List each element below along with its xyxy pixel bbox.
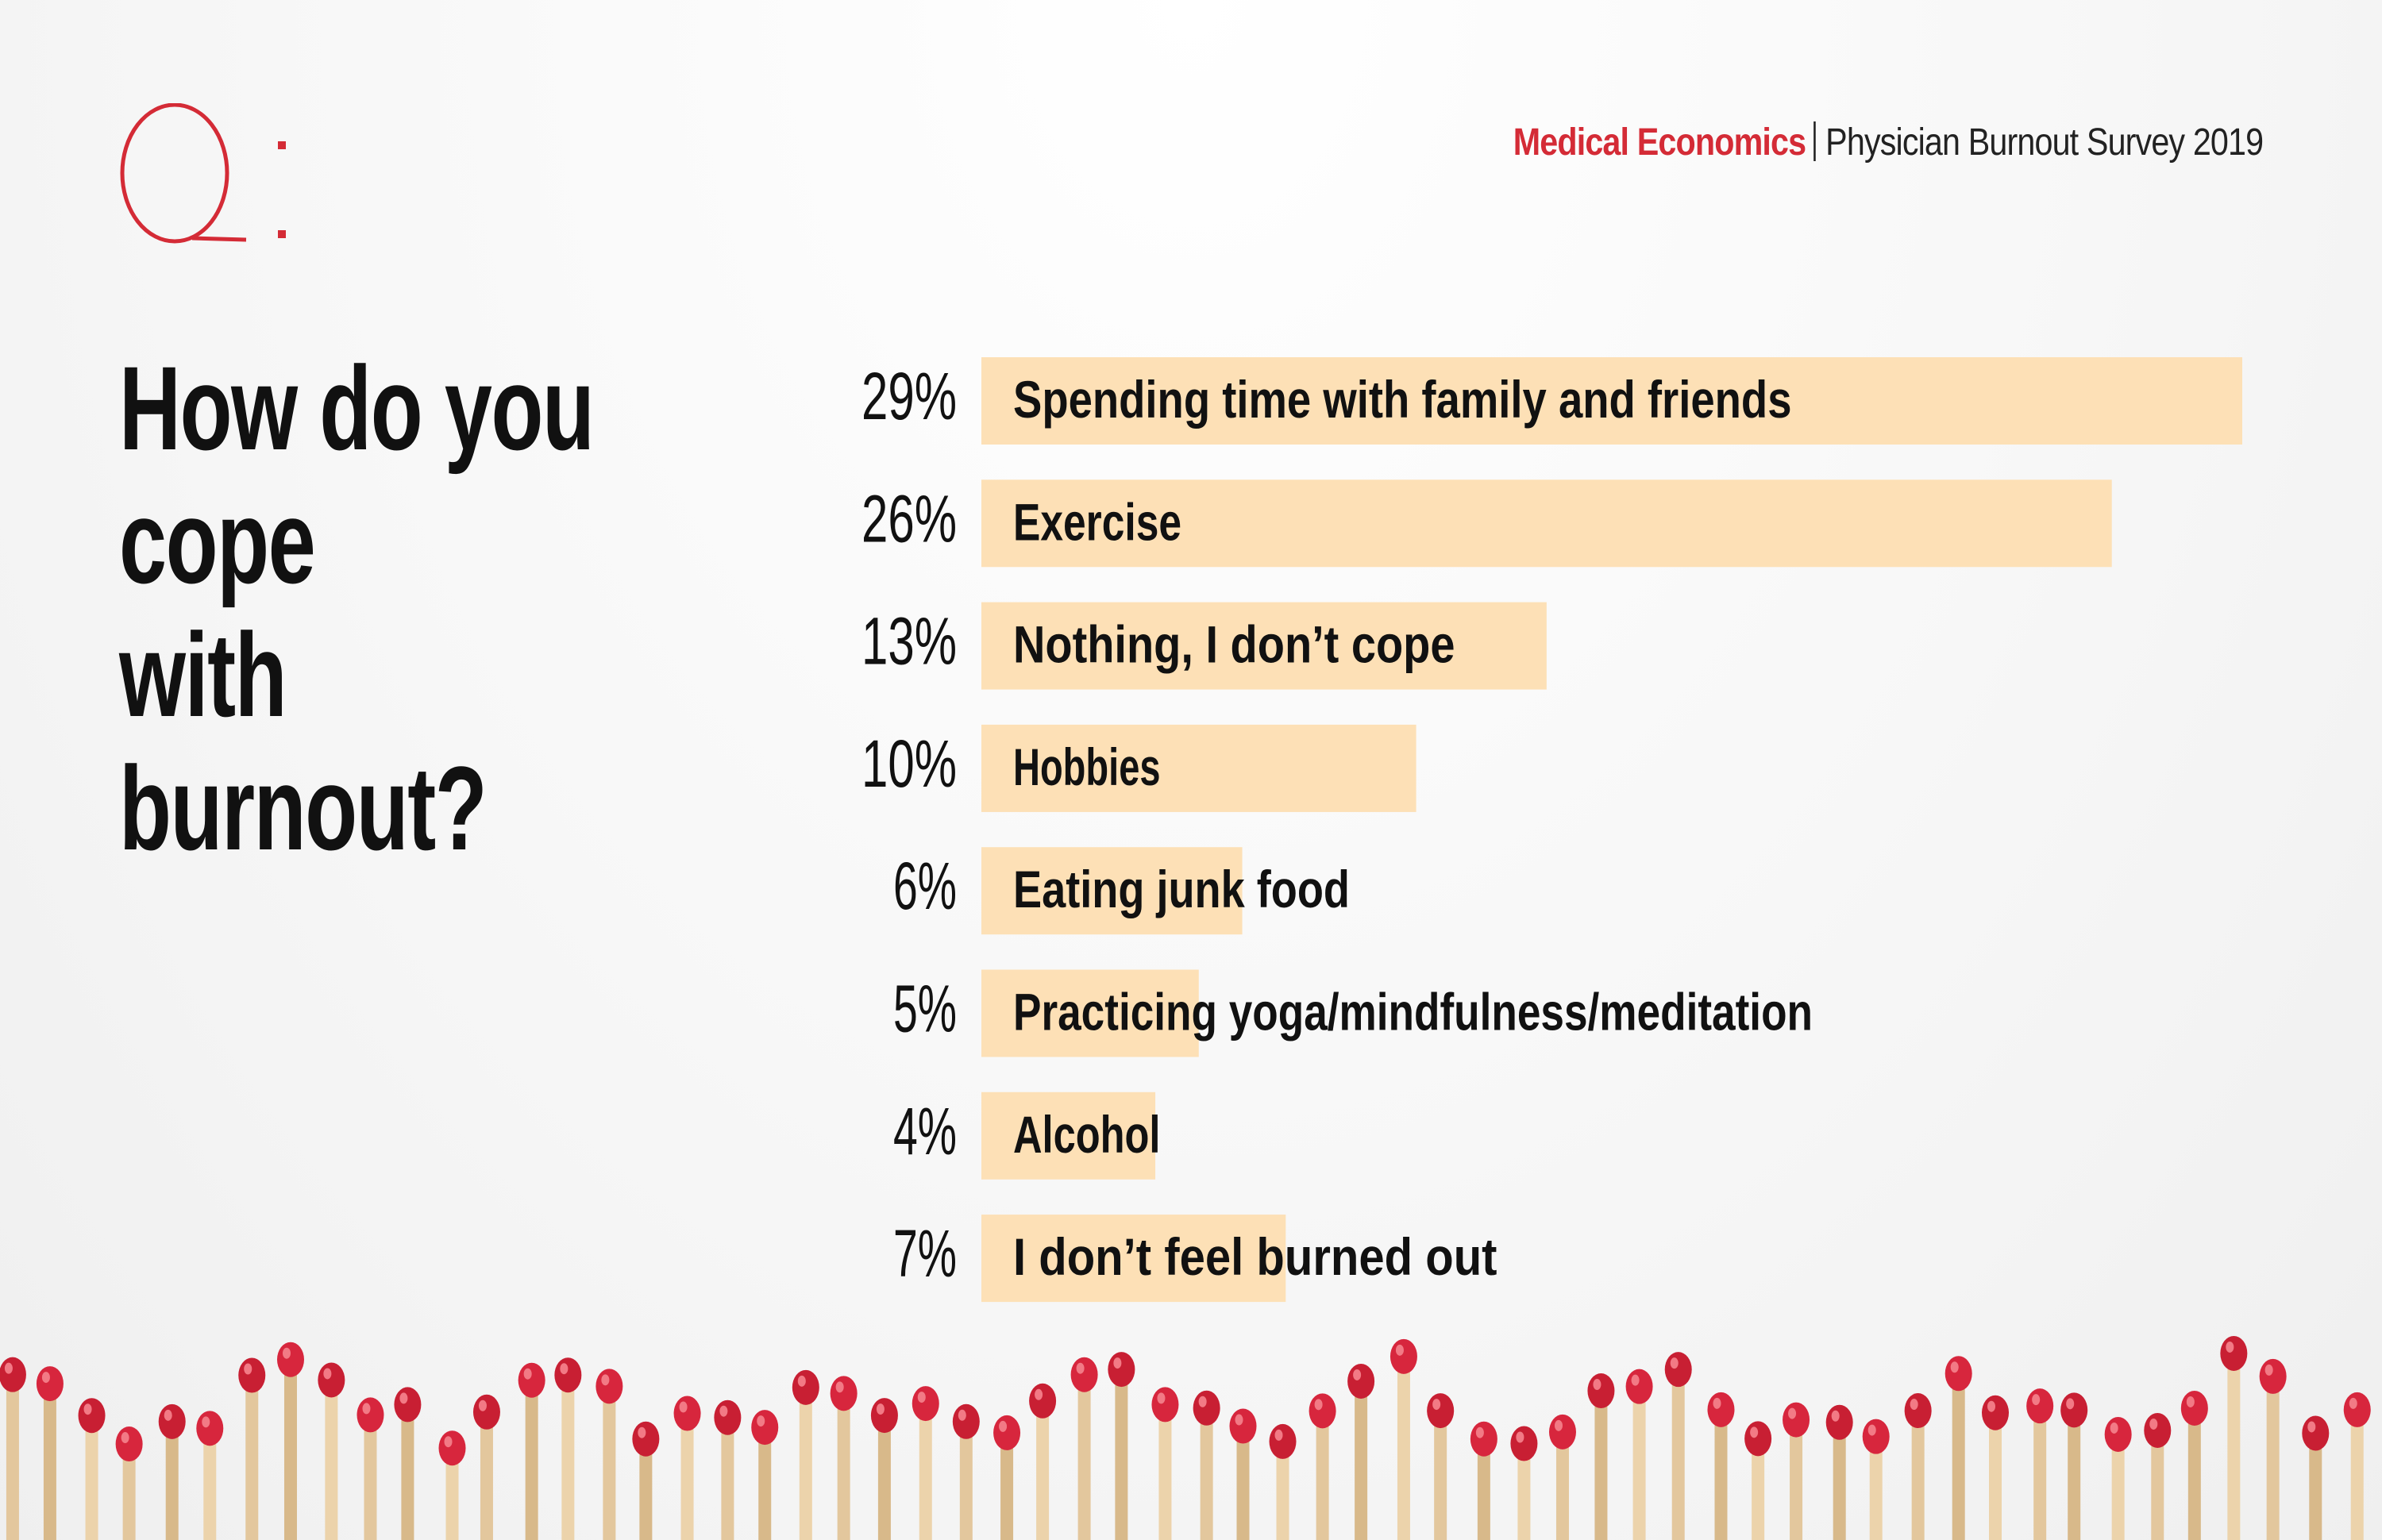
matchstick-icon — [1347, 1363, 1375, 1540]
matchstick-icon — [1825, 1404, 1853, 1540]
matchstick-icon — [870, 1398, 898, 1540]
matchstick-icon — [1982, 1395, 2010, 1540]
survey-header: Medical Economics Physician Burnout Surve… — [1513, 121, 2264, 164]
matchstick-icon — [1707, 1392, 1735, 1540]
matchstick-icon — [1548, 1414, 1576, 1540]
matchstick-icon — [1029, 1383, 1057, 1540]
category-label-5: Practicing yoga/mindfulness/meditation — [1013, 983, 1813, 1041]
matchstick-icon — [2180, 1390, 2208, 1540]
matchstick-icon — [751, 1410, 779, 1540]
category-label-3: Hobbies — [1013, 737, 1161, 796]
matchstick-icon — [1108, 1352, 1135, 1540]
category-label-6: Alcohol — [1013, 1105, 1161, 1164]
matchstick-icon — [472, 1394, 500, 1540]
matchstick-icon — [518, 1362, 545, 1540]
matchsticks-decoration — [0, 1335, 2371, 1540]
matchstick-icon — [1269, 1423, 1297, 1540]
matchstick-icon — [792, 1369, 819, 1540]
matchstick-icon — [1783, 1402, 1810, 1540]
matchstick-icon — [1427, 1393, 1455, 1540]
matchstick-icon — [1945, 1356, 1972, 1540]
value-label-3: 10% — [861, 726, 957, 801]
bar-0 — [981, 357, 2242, 445]
bar-7 — [981, 1215, 1286, 1303]
matchstick-icon — [1904, 1393, 1932, 1540]
matchstick-icon — [912, 1386, 939, 1540]
matchstick-icon — [1744, 1421, 1772, 1540]
matchstick-icon — [1151, 1387, 1179, 1540]
category-label-2: Nothing, I don’t cope — [1013, 615, 1455, 674]
bar-1 — [981, 479, 2112, 568]
bar-3 — [981, 724, 1416, 812]
matchstick-icon — [2259, 1358, 2287, 1540]
category-label-1: Exercise — [1013, 492, 1181, 551]
matchstick-icon — [952, 1403, 980, 1540]
matchstick-icon — [158, 1403, 186, 1540]
matchstick-icon — [1193, 1390, 1220, 1540]
value-label-7: 7% — [893, 1216, 957, 1291]
matchstick-icon — [2104, 1416, 2132, 1540]
value-label-4: 6% — [893, 849, 957, 923]
matchstick-icon — [596, 1369, 623, 1540]
bar-6 — [981, 1091, 1156, 1180]
question-title: How do you cope with burnout? — [119, 341, 595, 875]
bar-5 — [981, 969, 1199, 1057]
matchstick-icon — [318, 1362, 345, 1540]
category-label-4: Eating junk food — [1013, 860, 1350, 918]
matchstick-icon — [357, 1397, 384, 1540]
value-label-5: 5% — [893, 972, 957, 1046]
matchstick-icon — [1587, 1373, 1615, 1540]
matchstick-icon — [1664, 1352, 1692, 1540]
matchstick-icon — [2302, 1415, 2330, 1540]
matchstick-icon — [2220, 1335, 2248, 1540]
matchstick-icon — [1390, 1338, 1417, 1540]
matchstick-icon — [276, 1342, 304, 1540]
value-label-1: 26% — [861, 481, 957, 556]
matchstick-icon — [78, 1398, 106, 1540]
value-label-2: 13% — [861, 604, 957, 679]
matchstick-icon — [1510, 1426, 1538, 1540]
header-divider — [1813, 121, 1816, 161]
matchstick-icon — [36, 1366, 64, 1540]
matchstick-icon — [1862, 1419, 1890, 1540]
brand-name: Medical Economics — [1513, 121, 1806, 164]
matchstick-icon — [394, 1387, 422, 1540]
matchstick-icon — [632, 1421, 660, 1540]
matchstick-icon — [1070, 1357, 1098, 1540]
matchstick-icon — [2144, 1412, 2172, 1540]
matchstick-icon — [673, 1396, 701, 1540]
matchstick-icon — [238, 1357, 266, 1540]
bar-2 — [981, 602, 1547, 690]
matchstick-icon — [115, 1426, 143, 1540]
category-label-0: Spending time with family and friends — [1013, 370, 1792, 429]
matchstick-icon — [1309, 1393, 1336, 1540]
q-mark-icon — [120, 103, 286, 244]
survey-title: Physician Burnout Survey 2019 — [1825, 121, 2264, 164]
bar-4 — [981, 847, 1243, 935]
matchstick-icon — [1625, 1369, 1653, 1540]
matchstick-icon — [2060, 1392, 2088, 1540]
matchstick-icon — [2343, 1392, 2371, 1540]
matchstick-icon — [0, 1357, 26, 1540]
matchstick-icon — [714, 1399, 742, 1540]
value-label-0: 29% — [861, 359, 957, 433]
matchstick-icon — [830, 1376, 858, 1540]
category-label-7: I don’t feel burned out — [1013, 1227, 1497, 1286]
matchstick-icon — [1229, 1408, 1257, 1540]
matchstick-icon — [2026, 1388, 2054, 1540]
matchstick-icon — [554, 1357, 582, 1540]
matchstick-icon — [196, 1411, 224, 1540]
matchstick-icon — [1470, 1421, 1497, 1540]
matchstick-icon — [993, 1415, 1021, 1540]
value-label-6: 4% — [893, 1094, 957, 1168]
matchstick-icon — [438, 1430, 466, 1540]
